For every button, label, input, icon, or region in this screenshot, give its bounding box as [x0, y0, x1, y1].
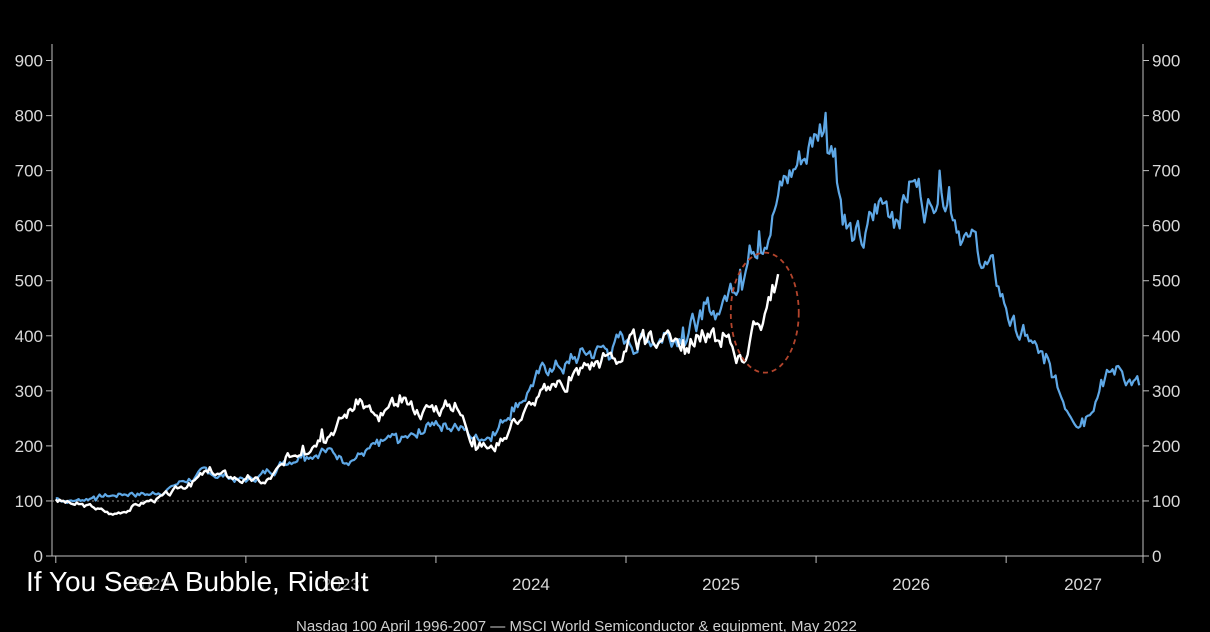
- x-tick-label: 2024: [512, 575, 550, 594]
- bubble-highlight-circle: [729, 251, 800, 374]
- y-tick-label-right: 300: [1152, 382, 1180, 401]
- y-tick-label-right: 700: [1152, 162, 1180, 181]
- y-tick-label-right: 500: [1152, 272, 1180, 291]
- y-tick-label-left: 400: [15, 327, 43, 346]
- x-tick-label: 2027: [1064, 575, 1102, 594]
- y-tick-label-right: 800: [1152, 107, 1180, 126]
- y-tick-label-left: 100: [15, 492, 43, 511]
- x-tick-label: 2025: [702, 575, 740, 594]
- y-tick-label-left: 200: [15, 437, 43, 456]
- x-tick-label: 2022: [132, 575, 170, 594]
- y-tick-label-right: 200: [1152, 437, 1180, 456]
- y-tick-label-right: 400: [1152, 327, 1180, 346]
- y-tick-label-left: 600: [15, 217, 43, 236]
- y-tick-label-left: 900: [15, 52, 43, 71]
- y-tick-label-right: 0: [1152, 547, 1161, 566]
- series-line-blue: [55, 111, 1141, 505]
- annotation-layer: [729, 251, 800, 374]
- y-tick-label-left: 500: [15, 272, 43, 291]
- y-tick-label-right: 600: [1152, 217, 1180, 236]
- x-tick-label: 2023: [322, 575, 360, 594]
- axes: 0 0 100 100 200 200 300 300 400 400 500 500 600 600 70…: [15, 44, 1180, 594]
- series-layer: [54, 111, 1141, 516]
- x-tick-label: 2026: [892, 575, 930, 594]
- y-tick-label-right: 900: [1152, 52, 1180, 71]
- y-tick-label-left: 300: [15, 382, 43, 401]
- series-line-white: [54, 273, 780, 516]
- y-tick-label-left: 700: [15, 162, 43, 181]
- y-tick-label-right: 100: [1152, 492, 1180, 511]
- y-tick-label-left: 0: [34, 547, 43, 566]
- caption-text: If You See A Bubble, Ride It: [26, 566, 369, 597]
- y-tick-label-left: 800: [15, 107, 43, 126]
- source-footnote: Nasdaq 100 April 1996-2007 — MSCI World …: [296, 618, 857, 632]
